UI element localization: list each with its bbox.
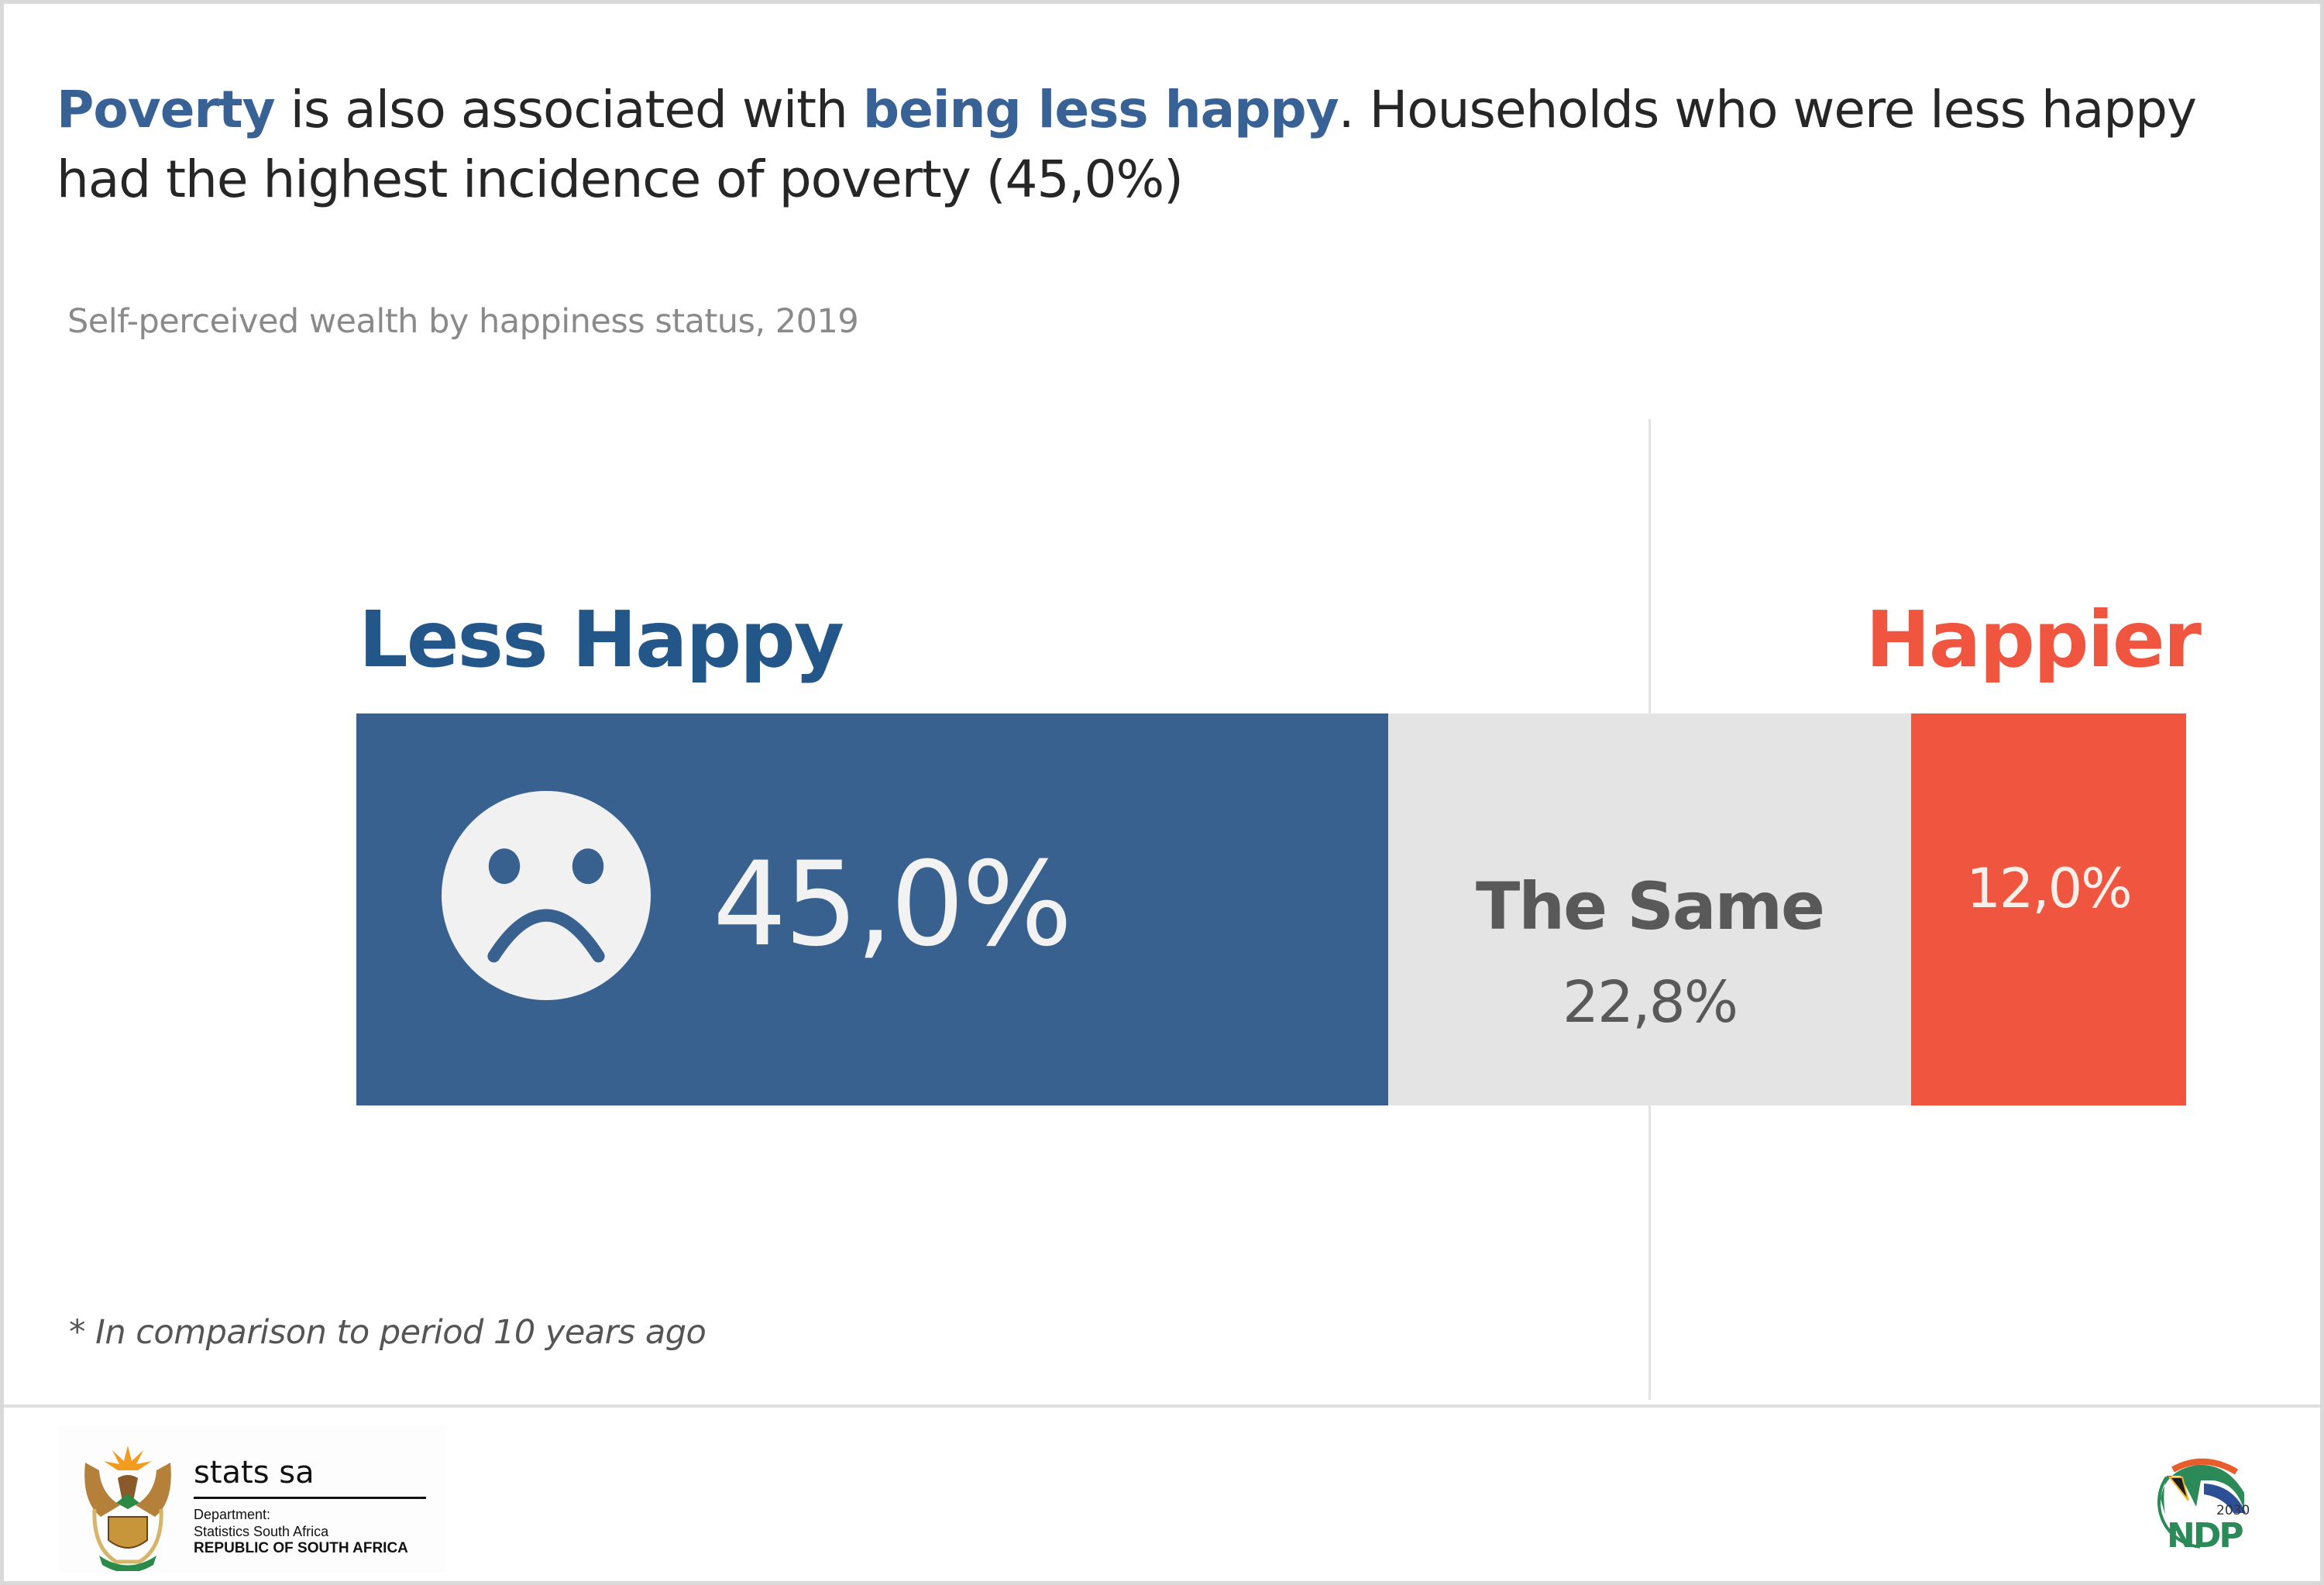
footer-divider [4, 1404, 2320, 1408]
ndp-year: 2030 [2216, 1503, 2250, 1518]
ndp-text: NDP [2167, 1516, 2243, 1553]
sad-face-icon [442, 791, 651, 1000]
statssa-dept-line1: Department: [194, 1507, 271, 1522]
footnote: * In comparison to period 10 years ago [69, 1313, 706, 1352]
bar-segment-less-happy: 45,0% [356, 713, 1388, 1105]
category-label-less-happy: Less Happy [359, 594, 844, 685]
bar-segment-happier: 12,0% [1911, 713, 2186, 1105]
stacked-bar: 45,0% The Same 22,8% 12,0% [356, 713, 2186, 1105]
headline: Poverty is also associated with being le… [57, 75, 2288, 215]
value-label-less-happy: 45,0% [713, 837, 1073, 972]
ndp-2030-logo: 2030 NDP [2157, 1456, 2250, 1553]
coat-of-arms-logo [84, 1446, 171, 1571]
chart-subtitle: Self-perceived wealth by happiness statu… [67, 302, 859, 341]
category-label-the-same: The Same [1476, 868, 1825, 944]
statssa-name: stats sa [194, 1455, 315, 1490]
category-label-happier: Happier [1865, 594, 2202, 685]
statssa-department: Department: Statistics South Africa [194, 1506, 328, 1540]
headline-text-2: . Households who were less happy had the… [57, 80, 2197, 209]
headline-highlight-poverty: Poverty [57, 80, 276, 139]
bar-segment-the-same: The Same 22,8% [1388, 713, 1911, 1105]
statssa-rule [194, 1497, 426, 1499]
statssa-logo: stats sa Department: Statistics South Af… [58, 1425, 445, 1573]
value-label-the-same: 22,8% [1562, 969, 1738, 1036]
headline-text-1: is also associated with [274, 80, 863, 139]
infographic-page: Poverty is also associated with being le… [4, 4, 2320, 1581]
headline-highlight-less-happy: being less happy [862, 80, 1339, 139]
statssa-republic: REPUBLIC OF SOUTH AFRICA [194, 1540, 408, 1556]
statssa-dept-line2: Statistics South Africa [194, 1524, 329, 1539]
value-label-happier: 12,0% [1966, 857, 2132, 920]
